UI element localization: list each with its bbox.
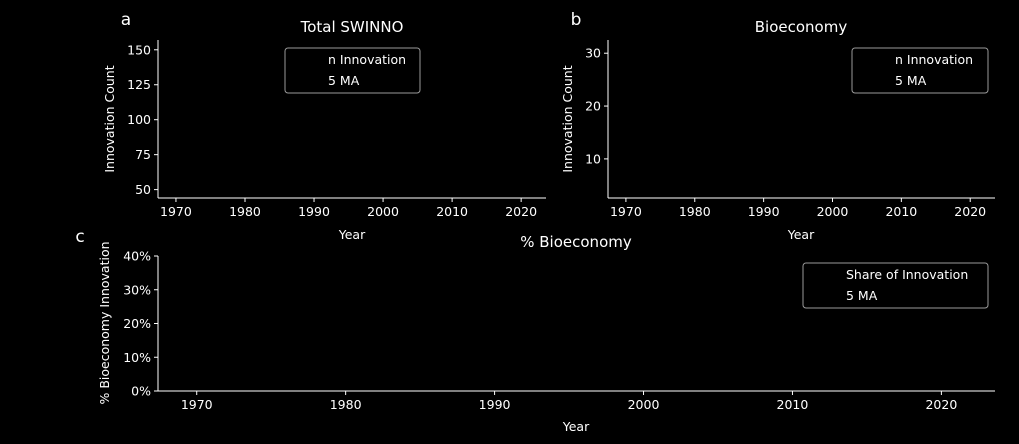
panel-label: b: [571, 10, 582, 30]
chart-title: % Bioeconomy: [520, 233, 632, 251]
legend: Share of Innovation 5 MA: [802, 262, 989, 309]
y-tick-label: 20: [585, 99, 601, 114]
x-tick-label: 1990: [479, 397, 511, 412]
x-tick-label: 2010: [436, 204, 468, 219]
x-axis-label: Year: [562, 419, 590, 434]
legend-entry: Share of Innovation: [846, 267, 968, 282]
y-tick-label: 20%: [123, 316, 151, 331]
y-tick-label: 30%: [123, 282, 151, 297]
x-axis-label: Year: [787, 227, 815, 242]
panel-label: a: [121, 10, 131, 30]
chart-panel-c: c % Bioeconomy 1970 1980 1990 2000 2010 2020 0% 1…: [75, 227, 995, 434]
y-tick-label: 40%: [123, 249, 151, 264]
legend: n Innovation 5 MA: [851, 47, 989, 94]
x-tick-label: 1970: [160, 204, 192, 219]
y-tick-label: 125: [127, 77, 151, 92]
x-tick-label: 2020: [505, 204, 537, 219]
legend-entry: 5 MA: [846, 288, 878, 303]
x-axis-label: Year: [338, 227, 366, 242]
y-tick-label: 100: [127, 112, 151, 127]
x-tick-label: 1980: [229, 204, 261, 219]
y-tick-label: 150: [127, 42, 151, 57]
x-tick-label: 2020: [925, 397, 957, 412]
x-tick-label: 1970: [181, 397, 213, 412]
chart-title: Total SWINNO: [300, 18, 404, 36]
y-tick-label: 0%: [131, 384, 151, 399]
y-axis-label: Innovation Count: [560, 65, 575, 172]
y-axis-label: % Bioeconomy Innovation: [97, 241, 112, 404]
x-tick-label: 1970: [610, 204, 642, 219]
x-tick-label: 2020: [954, 204, 986, 219]
x-tick-label: 1980: [679, 204, 711, 219]
y-axis-label: Innovation Count: [102, 65, 117, 172]
legend-frame: [284, 47, 421, 94]
chart-panel-a: a Total SWINNO 1970 1980 1990 2000 2010 2020 50 7…: [102, 10, 546, 242]
legend-entry: 5 MA: [895, 73, 927, 88]
x-tick-label: 2000: [628, 397, 660, 412]
legend-entry: n Innovation: [328, 52, 406, 67]
y-tick-label: 50: [135, 182, 151, 197]
x-tick-label: 1990: [298, 204, 330, 219]
legend: n Innovation 5 MA: [284, 47, 421, 94]
x-tick-label: 1980: [330, 397, 362, 412]
x-tick-label: 2000: [367, 204, 399, 219]
chart-panel-b: b Bioeconomy 1970 1980 1990 2000 2010 2020 10 20 3…: [560, 10, 995, 242]
legend-frame: [802, 262, 989, 309]
y-tick-label: 75: [135, 147, 151, 162]
y-tick-label: 30: [585, 46, 601, 61]
y-tick-label: 10: [585, 151, 601, 166]
x-tick-label: 1990: [748, 204, 780, 219]
legend-entry: 5 MA: [328, 73, 360, 88]
legend-frame: [851, 47, 989, 94]
panel-label: c: [75, 227, 84, 247]
chart-title: Bioeconomy: [755, 18, 848, 36]
x-tick-label: 2010: [777, 397, 809, 412]
y-tick-label: 10%: [123, 350, 151, 365]
legend-entry: n Innovation: [895, 52, 973, 67]
x-tick-label: 2000: [817, 204, 849, 219]
x-tick-label: 2010: [885, 204, 917, 219]
